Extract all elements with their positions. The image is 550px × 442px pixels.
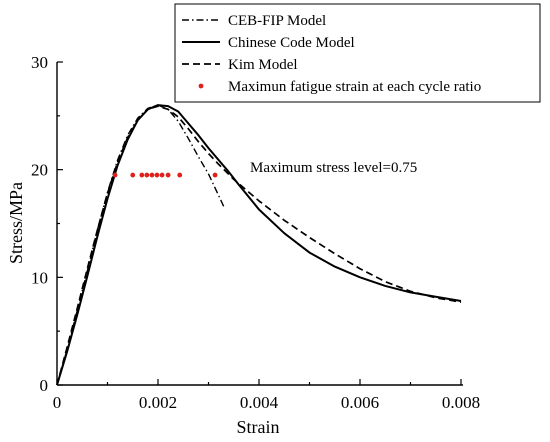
legend-marker (198, 83, 204, 89)
legend: CEB-FIP Model Chinese Code Model Kim Model… (174, 3, 541, 103)
fatigue-strain-point (149, 172, 155, 178)
fatigue-strain-point (144, 172, 150, 178)
y-tick-label: 10 (31, 268, 48, 287)
legend-label: Kim Model (228, 57, 298, 73)
fatigue-strain-point (112, 172, 118, 178)
fatigue-strain-point (130, 172, 136, 178)
annotation-text: Maximum stress level=0.75 (250, 160, 417, 176)
x-tick-label: 0.002 (139, 393, 177, 412)
x-axis-title: Strain (237, 417, 280, 437)
y-tick-label: 20 (31, 161, 48, 180)
x-tick-label: 0 (53, 393, 62, 412)
fatigue-strain-point (159, 172, 165, 178)
fatigue-strain-point (165, 172, 171, 178)
plot-area (56, 104, 462, 386)
x-tick-label: 0.004 (240, 393, 279, 412)
series-line-ceb-fip-model (56, 104, 225, 386)
series-line-kim-model (56, 105, 462, 386)
fatigue-strain-point (177, 172, 183, 178)
legend-box (174, 3, 541, 103)
fatigue-strain-point (212, 172, 218, 178)
fatigue-strain-point (154, 172, 160, 178)
legend-label: Maximun fatigue strain at each cycle rat… (228, 79, 481, 95)
series-line-chinese-code-model (56, 104, 462, 386)
y-tick-label: 0 (40, 376, 49, 395)
axes: 0 0.002 0.004 0.006 0.008 0 10 20 30 (31, 53, 480, 412)
legend-label: CEB-FIP Model (228, 13, 326, 29)
y-axis-title: Stress/MPa (6, 182, 26, 264)
y-tick-label: 30 (31, 53, 48, 72)
legend-label: Chinese Code Model (228, 35, 355, 51)
fatigue-strain-point (139, 172, 145, 178)
x-tick-label: 0.008 (442, 393, 480, 412)
x-tick-label: 0.006 (341, 393, 379, 412)
